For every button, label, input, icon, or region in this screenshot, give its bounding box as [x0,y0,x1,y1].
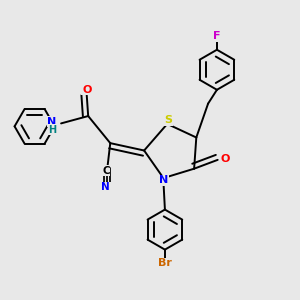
Text: O: O [220,154,230,164]
Text: F: F [213,31,221,41]
Text: N: N [159,176,169,185]
Text: H: H [48,125,56,135]
Text: O: O [82,85,92,94]
Text: Br: Br [158,258,172,268]
Text: S: S [165,116,173,125]
Text: N: N [101,182,110,192]
Text: N: N [47,117,56,127]
Text: C: C [102,166,110,176]
